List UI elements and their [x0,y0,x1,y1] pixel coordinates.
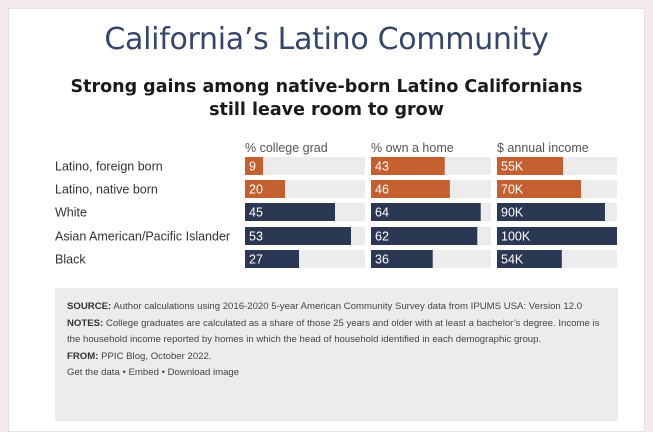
data-label: 53 [249,230,263,244]
data-label: 27 [249,253,263,267]
source-label: SOURCE: [67,301,112,312]
download-image-link[interactable]: Download image [167,367,240,379]
category-label: Black [55,253,86,267]
data-label: 45 [249,206,263,220]
category-label: Asian American/Pacific Islander [55,230,230,244]
data-label: 20 [249,183,263,197]
category-label: Latino, foreign born [55,160,163,174]
bar [497,203,605,221]
from-label: FROM: [67,350,99,362]
subtitle-line-1: Strong gains among native-born Latino Ca… [70,77,583,97]
subtitle-line-2: still leave room to grow [209,100,444,120]
bar [245,203,335,221]
data-label: 70K [501,183,524,197]
bar [245,157,263,175]
data-label: 64 [375,206,389,220]
data-label: 54K [501,253,524,267]
notes-label: NOTES: [67,317,104,329]
data-label: 62 [375,230,389,244]
data-label: 43 [375,160,389,174]
notes-note: NOTES: College graduates are calculated … [67,316,606,349]
from-text: PPIC Blog, October 2022. [98,350,212,362]
data-label: 90K [501,206,524,220]
source-notes-box: SOURCE: Author calculations using 2016-2… [55,288,618,421]
bar [371,157,445,175]
bar [497,250,562,268]
bar [497,180,581,198]
link-separator: • [158,367,168,379]
bar [497,227,617,245]
link-separator: • [119,367,129,379]
data-label: 9 [249,160,256,174]
bar [371,180,450,198]
bar [497,157,563,175]
data-label: 55K [501,160,524,174]
data-label: 100K [501,230,531,244]
bar [371,250,433,268]
category-label: Latino, native born [55,183,158,197]
column-header: % own a home [371,141,454,155]
source-text: Author calculations using 2016-2020 5-ye… [111,301,583,312]
category-label: White [55,206,87,220]
bar [371,203,481,221]
column-header: % college grad [245,141,328,155]
notes-text: College graduates are calculated as a sh… [67,317,600,346]
bar [371,227,478,245]
data-label: 36 [375,253,389,267]
bar [245,250,299,268]
source-note: SOURCE: Author calculations using 2016-2… [67,299,606,316]
data-label: 46 [375,183,389,197]
embed-link[interactable]: Embed [128,367,159,379]
bar-track [245,157,365,175]
from-note: FROM: PPIC Blog, October 2022. [67,349,606,366]
bar-chart: % college grad % own a home $ annual incom… [55,141,617,268]
chart-title: California’s Latino Community [104,22,549,57]
chart-links: Get the data • Embed • Download image [67,365,606,382]
bar [245,180,285,198]
bar [245,227,351,245]
column-header: $ annual income [497,141,589,155]
chart-subtitle: Strong gains among native-born Latino Ca… [0,76,653,122]
get-data-link[interactable]: Get the data [67,367,120,379]
